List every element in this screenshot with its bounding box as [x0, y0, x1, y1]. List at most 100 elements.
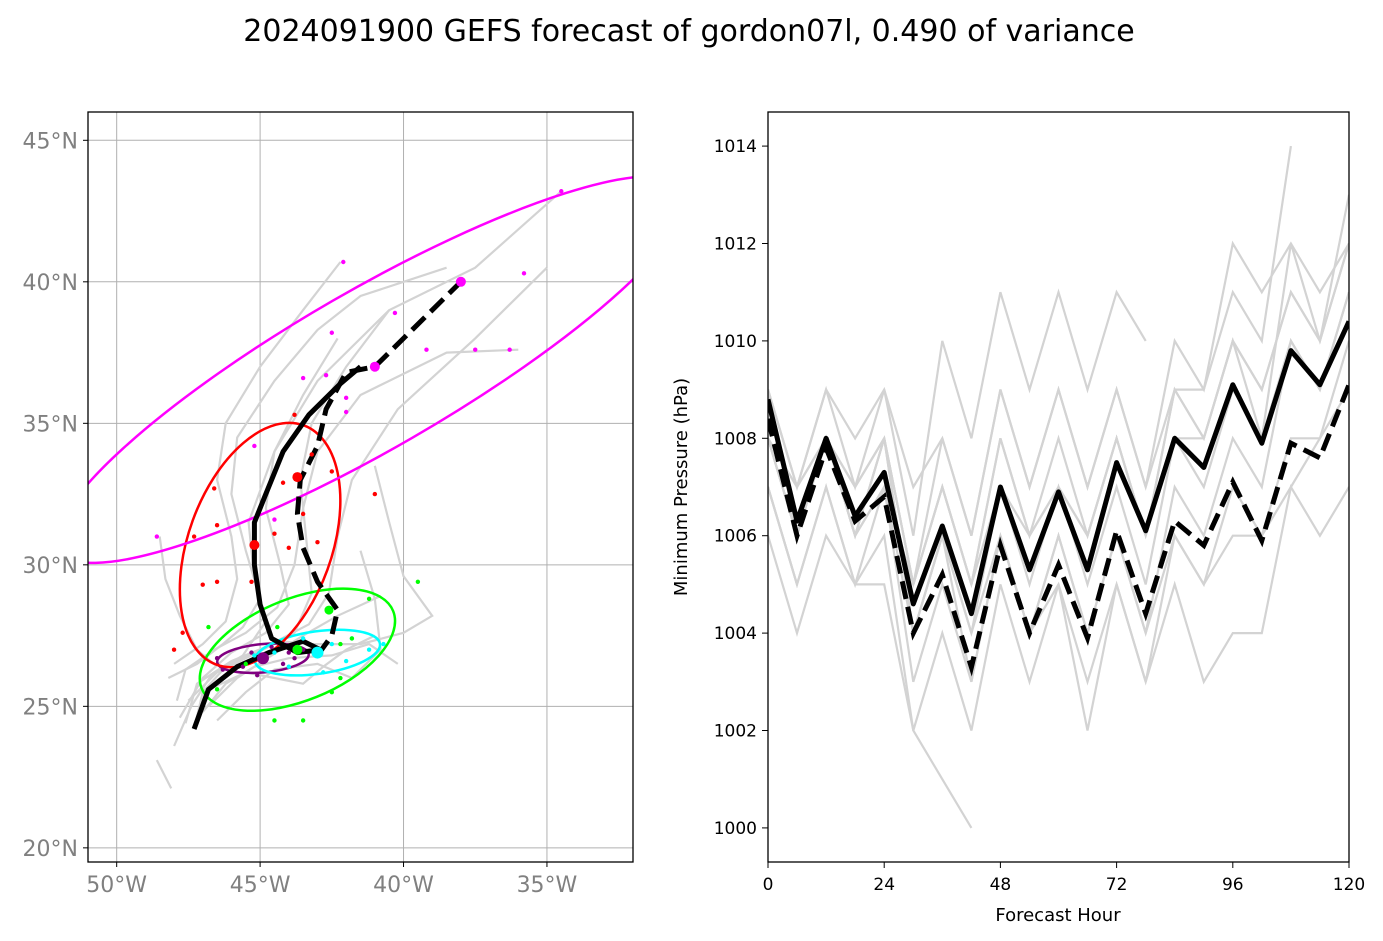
map-tick-label-lat: 25°N	[23, 695, 78, 720]
x-tick-label: 120	[1333, 875, 1365, 895]
map-frame	[87, 111, 634, 863]
x-axis-label: Forecast Hour	[995, 905, 1121, 926]
mean-track-solid	[191, 364, 363, 730]
pressure-ticks: 0 24 48 72 96 120 1000 1002 1004 1006 1008 1010 1012…	[714, 137, 1365, 895]
member-position-point	[338, 675, 343, 681]
member-position-point	[292, 656, 297, 661]
member-position-point	[329, 330, 335, 335]
map-tick-label-lon: 35°W	[517, 873, 578, 898]
member-pressure-line	[768, 288, 1147, 536]
member-position-point	[366, 647, 372, 652]
map-tick-label-lon: 50°W	[86, 873, 147, 898]
member-position-point	[220, 667, 226, 672]
member-position-point	[366, 596, 372, 601]
ensemble-track	[175, 348, 519, 701]
member-position-point	[275, 624, 280, 630]
member-position-point	[280, 480, 286, 485]
mean-position-point	[292, 472, 303, 483]
member-position-point	[191, 534, 197, 539]
mean-position-point	[256, 652, 269, 665]
pressure-lines	[768, 145, 1349, 829]
member-position-point	[338, 641, 343, 647]
member-position-point	[315, 539, 320, 545]
member-position-point	[300, 511, 306, 517]
track-map-panel: 50°W 45°W 40°W 35°W 20°N 25°N 30°N 35°N 40°N 45°N	[23, 111, 634, 898]
member-position-point	[272, 650, 277, 655]
member-position-point	[286, 545, 291, 551]
member-position-point	[214, 656, 220, 661]
member-position-point	[343, 395, 349, 401]
map-tick-label-lat: 40°N	[23, 271, 78, 296]
member-position-point	[300, 718, 306, 723]
y-tick-label: 1006	[714, 527, 757, 547]
mean-position-point	[455, 276, 466, 287]
member-position-point	[381, 641, 386, 647]
member-position-point	[473, 347, 478, 352]
pressure-frame	[767, 111, 1350, 863]
pressure-panel: 0 24 48 72 96 120 1000 1002 1004 1006 1008 1010 1012…	[671, 111, 1365, 926]
member-position-point	[341, 259, 346, 265]
x-tick-label: 24	[873, 875, 895, 895]
member-position-point	[286, 664, 291, 669]
member-position-point	[323, 373, 329, 378]
member-position-point	[200, 582, 205, 587]
map-tick-label-lat: 45°N	[23, 129, 78, 154]
member-position-point	[559, 189, 564, 194]
member-position-point	[507, 347, 512, 352]
member-pressure-line	[768, 145, 1292, 585]
member-position-point	[214, 523, 220, 528]
member-position-point	[212, 486, 217, 491]
member-position-point	[329, 469, 335, 474]
member-position-point	[249, 650, 254, 655]
member-position-point	[272, 718, 277, 723]
y-tick-label: 1010	[714, 332, 757, 352]
member-position-point	[154, 534, 160, 539]
map-tick-label-lat: 30°N	[23, 554, 78, 579]
y-tick-label: 1014	[714, 137, 757, 157]
member-position-point	[343, 409, 349, 415]
y-tick-label: 1000	[714, 819, 757, 839]
ensemble-track	[158, 536, 218, 668]
x-tick-label: 48	[990, 875, 1012, 895]
member-position-point	[206, 624, 211, 630]
member-position-point	[252, 443, 257, 449]
member-position-point	[249, 579, 254, 585]
ensemble-track	[178, 190, 563, 719]
uncertainty-ellipse	[215, 642, 310, 675]
mean-position-point	[324, 605, 334, 615]
y-tick-label: 1002	[714, 722, 757, 742]
member-position-point	[300, 375, 306, 381]
member-position-point	[214, 687, 220, 692]
member-position-point	[372, 491, 378, 497]
map-ticks: 50°W 45°W 40°W 35°W 20°N 25°N 30°N 35°N 40°N 45°N	[23, 129, 578, 898]
member-position-point	[240, 664, 246, 669]
ensemble-track	[167, 266, 447, 679]
member-position-point	[214, 579, 220, 585]
member-pressure-line	[768, 486, 799, 585]
member-position-point	[424, 347, 429, 352]
member-position-point	[415, 579, 421, 585]
figure-title: 2024091900 GEFS forecast of gordon07l, 0…	[243, 14, 1134, 49]
y-tick-label: 1012	[714, 234, 757, 254]
x-tick-label: 96	[1222, 875, 1244, 895]
member-position-point	[171, 647, 177, 652]
y-tick-label: 1004	[714, 624, 757, 644]
member-position-point	[521, 271, 527, 276]
mean-position-point	[292, 644, 303, 655]
member-pressure-line	[768, 532, 973, 829]
mean-pressure-dashed	[768, 383, 1349, 677]
member-position-point	[269, 644, 274, 650]
map-grid	[88, 112, 633, 862]
map-tick-label-lon: 45°W	[230, 873, 291, 898]
y-axis-label: Minimum Pressure (hPa)	[671, 378, 692, 596]
x-tick-label: 0	[763, 875, 774, 895]
uncertainty-ellipse	[198, 587, 397, 713]
mean-position-point	[249, 540, 260, 551]
y-tick-label: 1008	[714, 429, 757, 449]
mean-track-dashed	[294, 280, 463, 657]
map-tick-label-lat: 35°N	[23, 412, 78, 437]
member-position-point	[309, 452, 314, 457]
map-content	[88, 175, 633, 789]
map-tick-label-lat: 20°N	[23, 837, 78, 862]
